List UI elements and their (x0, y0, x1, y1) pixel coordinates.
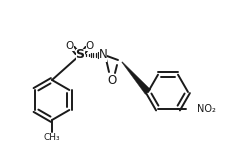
Polygon shape (122, 62, 151, 94)
Text: CH₃: CH₃ (44, 132, 60, 142)
Text: N: N (99, 49, 107, 62)
Text: O: O (107, 73, 117, 86)
Text: NO₂: NO₂ (197, 104, 216, 114)
Text: S: S (76, 49, 85, 62)
Text: O: O (66, 41, 74, 51)
Text: O: O (86, 41, 94, 51)
